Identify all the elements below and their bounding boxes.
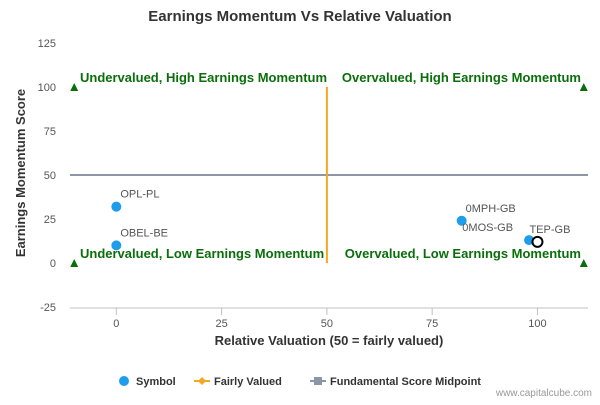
data-label: TEP-GB [529,224,570,236]
y-tick-label: 75 [44,126,56,138]
legend-label: Fundamental Score Midpoint [330,376,481,388]
credit-text: www.capitalcube.com [495,388,592,399]
corner-marker [70,259,79,267]
corner-marker [70,83,79,91]
data-point[interactable] [531,235,544,248]
y-tick-label: 125 [38,38,56,50]
y-tick-label: 0 [50,258,56,270]
data-point[interactable] [456,215,467,226]
x-tick-label: 75 [426,318,438,330]
y-tick-label: 50 [44,170,56,182]
corner-marker [579,259,588,267]
data-label: 0MPH-GB [466,203,516,215]
x-tick-label: 0 [113,318,119,330]
y-tick-label: 100 [38,82,56,94]
y-axis-title: Earnings Momentum Score [13,89,28,257]
corner-marker [579,83,588,91]
legend-label: Fairly Valued [214,376,282,388]
data-label: 0MOS-GB [462,222,513,234]
x-axis-title: Relative Valuation (50 = fairly valued) [215,333,444,348]
legend-symbol-marker[interactable] [119,376,129,386]
legend-label: Symbol [136,376,176,388]
legend-fairly-valued-marker[interactable] [198,377,206,385]
data-label: OPL-PL [120,189,159,201]
quadrant-label: Overvalued, High Earnings Momentum [342,70,581,85]
y-tick-label: 25 [44,214,56,226]
data-point[interactable] [111,240,122,251]
data-point[interactable] [111,201,122,212]
x-tick-label: 50 [321,318,333,330]
chart-title: Earnings Momentum Vs Relative Valuation [148,8,451,25]
quadrant-label: Undervalued, High Earnings Momentum [80,70,327,85]
quadrant-label: Undervalued, Low Earnings Momentum [80,246,324,261]
legend-midpoint-marker[interactable] [314,377,322,385]
data-label: OBEL-BE [120,227,168,239]
x-tick-label: 25 [215,318,227,330]
x-tick-label: 100 [528,318,546,330]
quadrant-label: Overvalued, Low Earnings Momentum [345,246,581,261]
y-tick-label: -25 [40,302,56,314]
